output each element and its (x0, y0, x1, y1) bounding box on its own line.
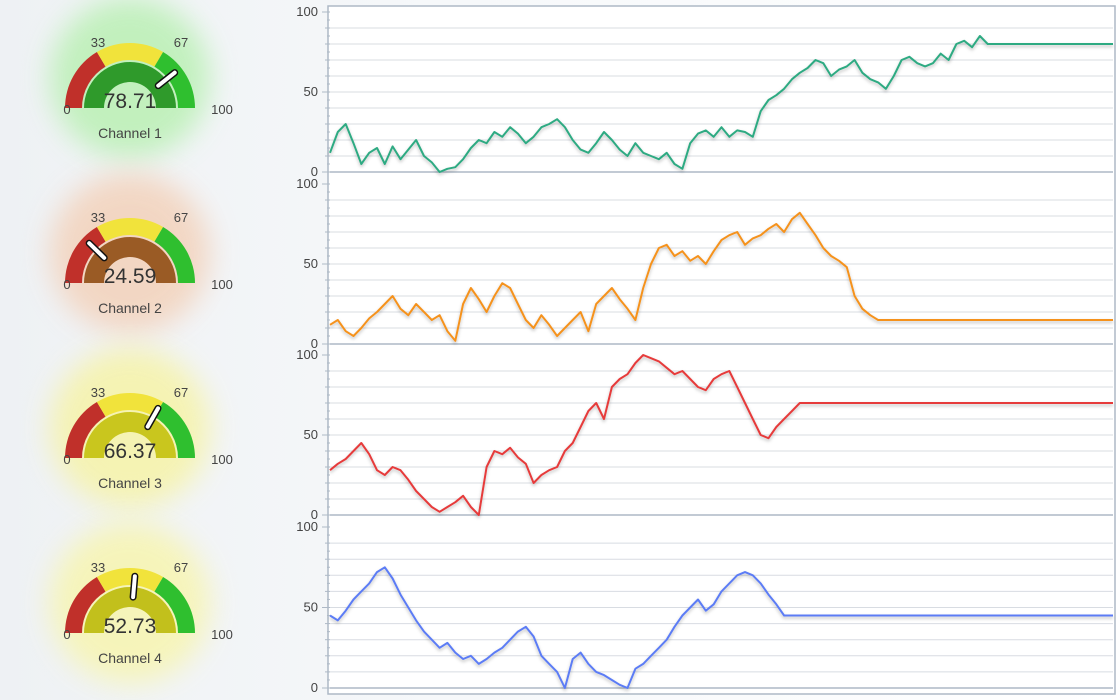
gauge-zone-green (154, 52, 195, 108)
gauge-tick-max: 100 (211, 102, 233, 117)
series-line-1 (329, 35, 1113, 173)
y-tick-label: 0 (311, 507, 318, 522)
y-tick-label: 100 (296, 176, 318, 191)
y-tick-label: 0 (311, 164, 318, 179)
gauge-channel-4: 52.73 Channel 4 0 33 67 100 (40, 523, 233, 700)
series-line-3 (329, 354, 1113, 516)
gauge-tick-min: 0 (63, 627, 70, 642)
y-tick-label: 0 (311, 336, 318, 351)
gauge-zone-yellow (96, 218, 164, 242)
gauge-value: 24.59 (104, 265, 157, 288)
gauge-zone-yellow (96, 393, 164, 417)
plot-area (327, 5, 1116, 695)
gauge-value-fill (84, 62, 176, 108)
gauge-value-fill (84, 237, 176, 283)
gauge-tick-33: 33 (91, 385, 105, 400)
gauge-value-fill (84, 587, 176, 633)
gauge-needle-core (87, 241, 107, 260)
gauge-tick-33: 33 (91, 35, 105, 50)
gauge-tick-max: 100 (211, 627, 233, 642)
gauge-tick-67: 67 (174, 35, 188, 50)
gauge-zone-red (65, 577, 106, 633)
gauge-label: Channel 2 (98, 300, 162, 316)
gauge-tick-max: 100 (211, 277, 233, 292)
gauge-svg: 52.73 Channel 4 0 33 67 100 (50, 523, 233, 683)
gauge-svg: 24.59 Channel 2 0 33 67 100 (50, 173, 233, 333)
y-tick-label: 100 (296, 519, 318, 534)
y-tick-label: 100 (296, 4, 318, 19)
gauge-zone-red (65, 402, 106, 458)
gauge-needle-core (145, 406, 161, 429)
y-tick-label: 50 (304, 84, 318, 99)
gauge-zone-red (65, 227, 106, 283)
gauge-value: 78.71 (104, 90, 157, 113)
gauge-needle-core (156, 70, 177, 88)
y-tick-label: 100 (296, 347, 318, 362)
gauge-zone-green (154, 402, 195, 458)
gauge-tick-67: 67 (174, 385, 188, 400)
gauge-zone-green (154, 227, 195, 283)
gauge-tick-max: 100 (211, 452, 233, 467)
gauge-label: Channel 3 (98, 475, 162, 491)
gauge-channel-3: 66.37 Channel 3 0 33 67 100 (40, 348, 233, 525)
gauge-tick-33: 33 (91, 560, 105, 575)
gauge-zone-red (65, 52, 106, 108)
gauge-zone-yellow (96, 568, 164, 592)
strip-charts: 0 50 100 0 50 100 0 50 100 0 50 100 (290, 0, 1120, 700)
gauge-tick-min: 0 (63, 452, 70, 467)
y-tick-label: 50 (304, 600, 318, 615)
y-tick-label: 50 (304, 427, 318, 442)
gauge-value: 66.37 (104, 440, 157, 463)
y-tick-label: 0 (311, 680, 318, 695)
gauge-tick-67: 67 (174, 210, 188, 225)
gauge-svg: 66.37 Channel 3 0 33 67 100 (50, 348, 233, 508)
gauge-zone-yellow (96, 43, 164, 67)
gauge-channel-1: 78.71 Channel 1 0 33 67 100 (40, 0, 233, 175)
gauge-tick-min: 0 (63, 277, 70, 292)
gauge-label: Channel 1 (98, 125, 162, 141)
gauge-tick-33: 33 (91, 210, 105, 225)
gauge-value: 52.73 (104, 615, 157, 638)
gauge-svg: 78.71 Channel 1 0 33 67 100 (50, 0, 233, 158)
series-line-4 (329, 566, 1113, 689)
gauge-channel-2: 24.59 Channel 2 0 33 67 100 (40, 173, 233, 350)
y-tick-label: 50 (304, 256, 318, 271)
gauge-tick-min: 0 (63, 102, 70, 117)
gauge-tick-67: 67 (174, 560, 188, 575)
series-line-2 (329, 211, 1113, 342)
gauge-zone-green (154, 577, 195, 633)
gauge-needle-core (131, 574, 137, 600)
gauge-label: Channel 4 (98, 650, 162, 666)
